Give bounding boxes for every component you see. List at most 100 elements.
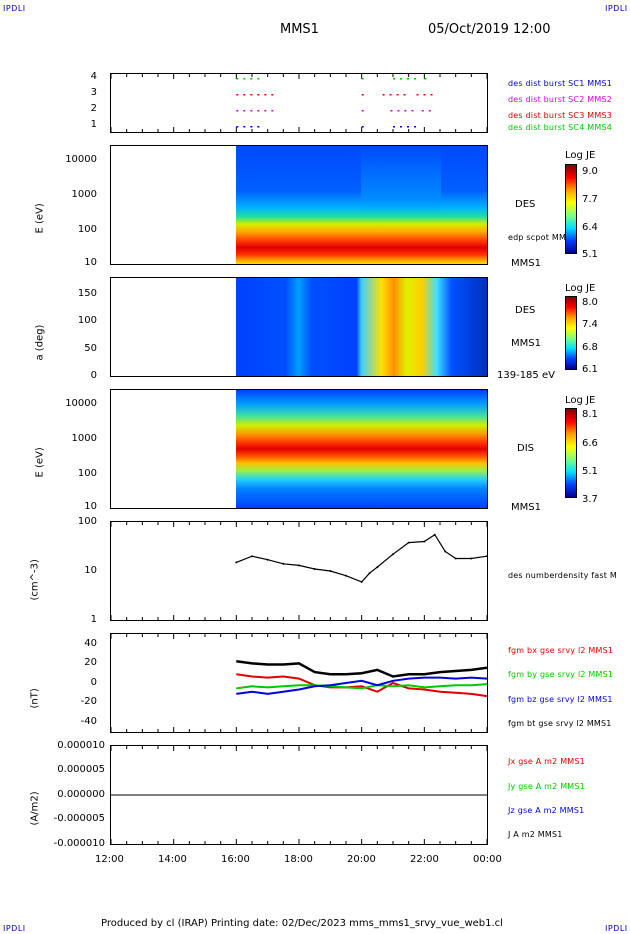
burst-interval-mark <box>407 126 409 128</box>
burst-interval-mark <box>257 110 260 112</box>
burst-plot <box>111 74 487 132</box>
legend-bz: fgm bz gse srvy l2 MMS1 <box>508 695 613 704</box>
y-tick: -20 <box>80 696 97 707</box>
burst-interval-mark <box>236 78 239 80</box>
bfield-plot <box>111 634 487 732</box>
burst-interval-mark <box>396 94 399 96</box>
y-tick: 100 <box>77 224 97 235</box>
scpot-legend: edp scpot MMS1 <box>508 233 577 242</box>
y-tick: 10000 <box>65 154 97 165</box>
density-point <box>368 572 371 575</box>
burst-interval-mark <box>271 94 274 96</box>
energy-range-label: 139-185 eV <box>497 370 555 381</box>
x-tick: 18:00 <box>284 854 313 865</box>
datetime-title: 05/Oct/2019 12:00 <box>428 22 551 37</box>
colorbar-title: Log JE <box>565 395 596 406</box>
bfield-panel <box>110 633 488 733</box>
x-tick: 12:00 <box>95 854 124 865</box>
density-point <box>360 580 363 583</box>
burst-interval-mark <box>250 110 253 112</box>
burst-interval-mark <box>400 126 402 128</box>
burst-interval-mark <box>407 78 409 80</box>
burst-interval-mark <box>411 110 414 112</box>
legend-burst-sc4: des dist burst SC4 MMS4 <box>508 123 613 132</box>
burst-interval-mark <box>271 110 274 112</box>
y-tick: 10 <box>84 501 97 512</box>
colorbar-tick: 7.7 <box>582 194 598 205</box>
y-tick: 3 <box>90 87 97 98</box>
y-tick: -40 <box>80 716 97 727</box>
density-point <box>423 540 426 543</box>
y-tick: -0.000010 <box>53 838 105 849</box>
y-axis-label: (cm^-3) <box>29 559 41 601</box>
burst-interval-mark <box>428 110 431 112</box>
colorbar-tick: 5.1 <box>582 249 598 260</box>
legend-burst-sc2: des dist burst SC2 MMS2 <box>508 95 613 104</box>
burst-interval-mark <box>393 126 395 128</box>
y-tick: 20 <box>84 657 97 668</box>
colorbar-tick: 9.0 <box>582 166 598 177</box>
density-point <box>345 574 347 577</box>
burst-interval-mark <box>243 78 246 80</box>
y-tick: 2 <box>90 103 97 114</box>
y-tick: 0.000000 <box>57 789 105 800</box>
colorbar-tick: 6.6 <box>582 438 598 449</box>
y-tick: 4 <box>90 71 97 82</box>
burst-interval-mark <box>423 94 426 96</box>
density-point <box>392 553 394 556</box>
burst-interval-mark <box>257 94 260 96</box>
burst-interval-mark <box>361 78 364 80</box>
colorbar <box>565 296 577 370</box>
density-point <box>486 555 487 558</box>
legend-jy: Jy gse A m2 MMS1 <box>508 782 585 791</box>
current-plot <box>111 746 487 844</box>
legend-jz: Jz gse A m2 MMS1 <box>508 806 585 815</box>
bfield-series-line <box>236 659 487 678</box>
y-tick: 100 <box>77 315 97 326</box>
legend-j: J A m2 MMS1 <box>508 830 563 839</box>
burst-interval-mark <box>414 78 416 80</box>
legend-jx: Jx gse A m2 MMS1 <box>508 757 585 766</box>
burst-interval-mark <box>257 126 260 128</box>
burst-interval-mark <box>414 126 416 128</box>
y-tick: 0 <box>90 370 97 381</box>
colorbar-tick: 3.7 <box>582 494 598 505</box>
corner-label: IPDLI <box>605 4 628 13</box>
colorbar-tick: 5.1 <box>582 466 598 477</box>
des-pitch-spectrogram <box>236 278 487 376</box>
spacecraft-label: MMS1 <box>511 258 541 269</box>
des-pitch-panel <box>110 277 488 377</box>
burst-interval-mark <box>243 110 246 112</box>
colorbar-tick: 6.8 <box>582 342 598 353</box>
species-label: DES <box>515 199 536 210</box>
x-tick: 20:00 <box>347 854 376 865</box>
burst-interval-mark <box>236 94 239 96</box>
y-tick: 10 <box>84 565 97 576</box>
des-energy-panel <box>110 145 488 265</box>
density-point <box>433 533 436 536</box>
density-point <box>298 564 300 567</box>
colorbar-tick: 8.1 <box>582 409 598 420</box>
y-tick: 50 <box>84 343 97 354</box>
bfield-series-line <box>236 683 487 690</box>
burst-interval-mark <box>243 126 246 128</box>
density-point <box>376 566 379 569</box>
legend-by: fgm by gse srvy l2 MMS1 <box>508 670 614 679</box>
legend-burst-sc3: des dist burst SC3 MMS3 <box>508 111 613 120</box>
y-axis-label: (A/m2) <box>29 791 41 826</box>
y-tick: 10 <box>84 257 97 268</box>
y-tick: -0.000005 <box>53 813 105 824</box>
density-point <box>454 557 457 560</box>
spacecraft-label: MMS1 <box>511 502 541 513</box>
density-point <box>329 570 332 572</box>
corner-label: IPDLI <box>605 924 628 933</box>
burst-interval-mark <box>264 110 267 112</box>
burst-interval-mark <box>397 110 400 112</box>
burst-interval-mark <box>236 110 239 112</box>
bfield-series-line <box>236 676 487 695</box>
density-panel <box>110 521 488 621</box>
y-tick: 0 <box>90 677 97 688</box>
burst-interval-mark <box>421 110 424 112</box>
density-point <box>282 562 285 565</box>
burst-interval-mark <box>424 78 427 80</box>
